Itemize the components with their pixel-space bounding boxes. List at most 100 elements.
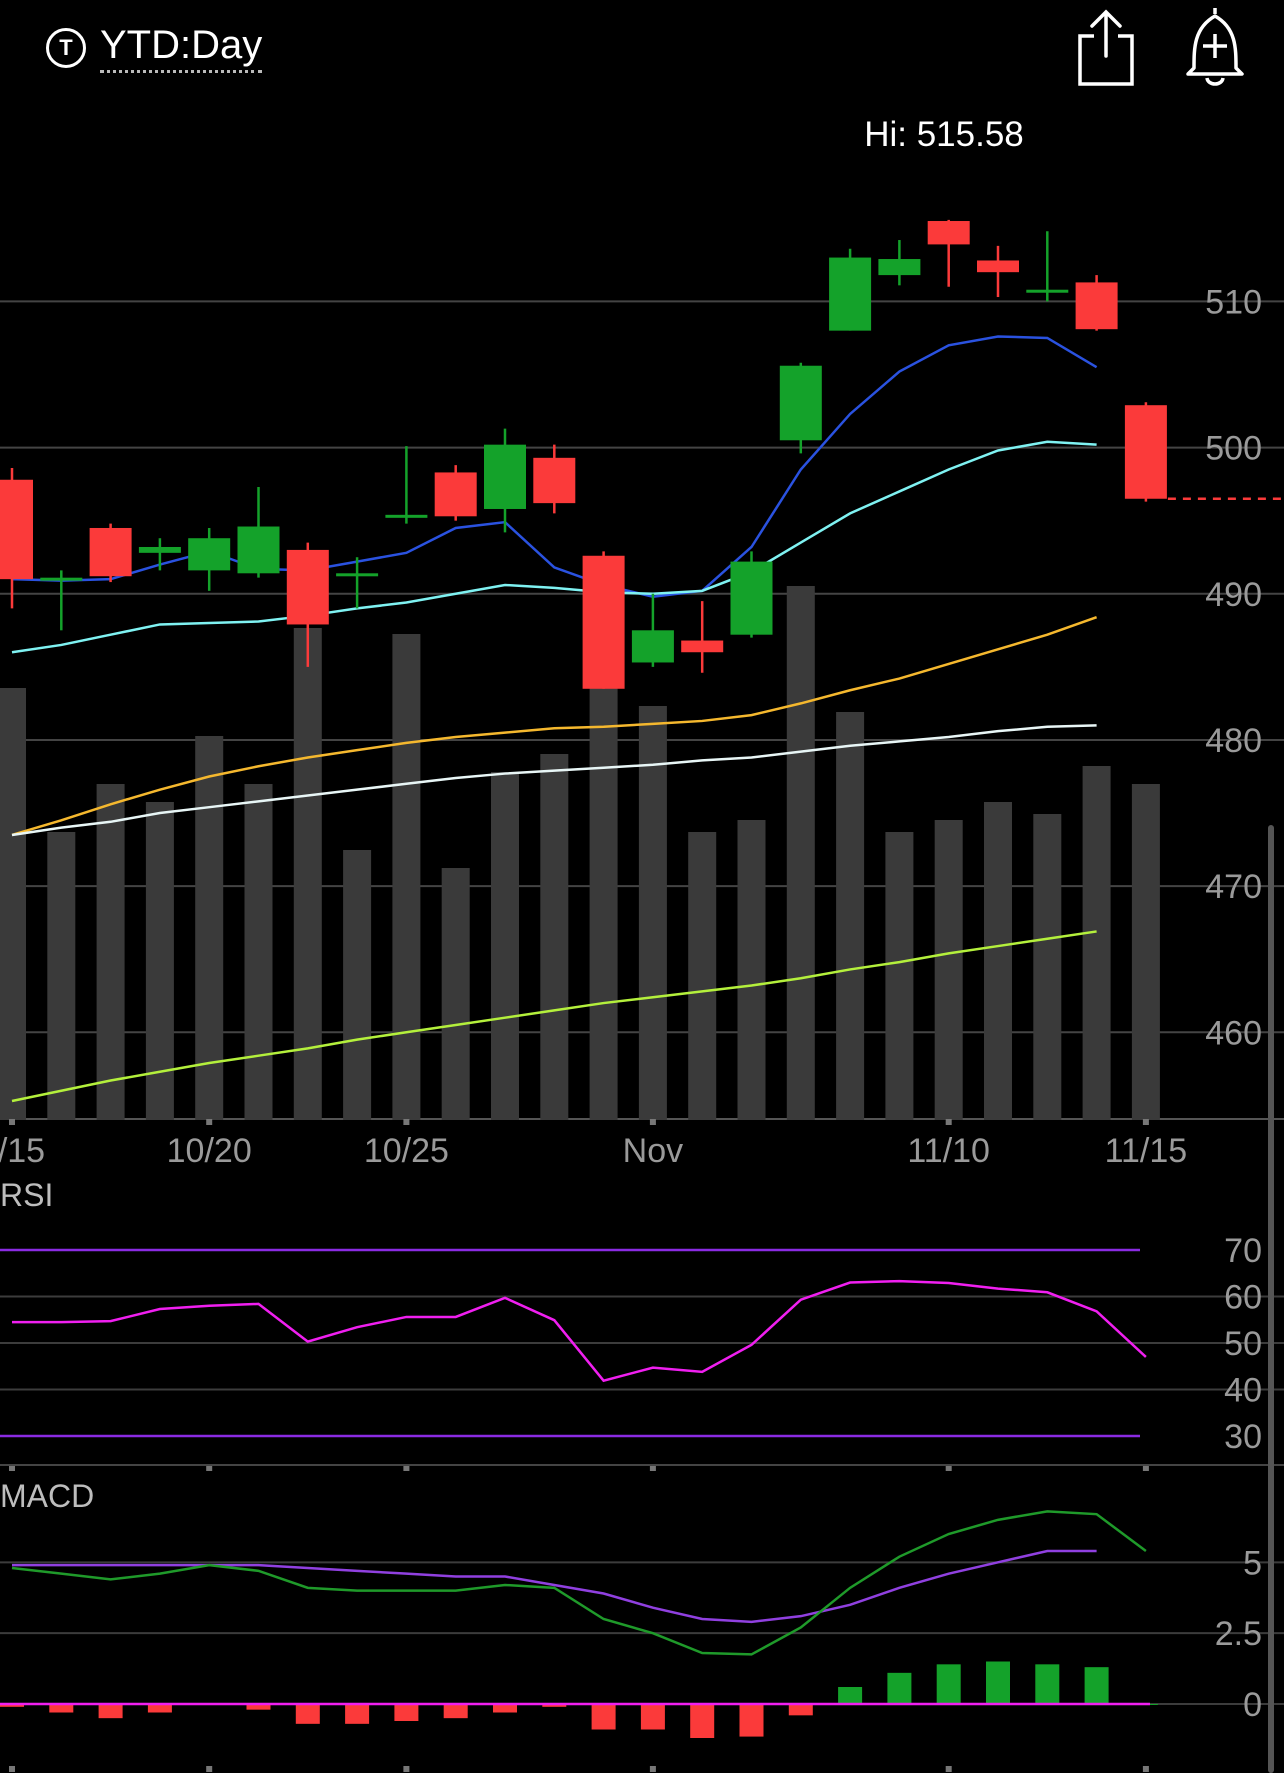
macd-histogram-bar xyxy=(936,1664,961,1704)
date-tick-mark xyxy=(9,1465,15,1471)
candle-body xyxy=(1026,289,1069,293)
candle-body xyxy=(681,640,724,653)
candle-body xyxy=(1075,282,1118,330)
volume-bar xyxy=(688,832,717,1120)
volume-bar xyxy=(96,784,125,1120)
date-tick-mark xyxy=(403,1766,410,1772)
volume-bar xyxy=(392,634,421,1120)
moving-average-line xyxy=(11,724,1097,837)
bell-plus-icon xyxy=(1186,8,1244,86)
date-tick-label: 10/25 xyxy=(364,1132,449,1170)
macd-histogram-bar xyxy=(493,1704,517,1713)
date-tick-mark xyxy=(945,1119,952,1125)
volume-bar xyxy=(195,736,224,1120)
rsi-tick-label: 40 xyxy=(1224,1372,1262,1410)
date-tick-mark xyxy=(403,1119,410,1125)
candle-body xyxy=(385,514,428,518)
macd-histogram-bar xyxy=(838,1687,863,1704)
candle-body xyxy=(434,472,477,517)
macd-signal-line xyxy=(12,1549,1097,1624)
candle-body xyxy=(0,479,33,580)
candle-body xyxy=(533,457,576,504)
share-button[interactable] xyxy=(1072,6,1140,86)
macd-histogram-bar xyxy=(147,1704,172,1713)
price-tick-label: 470 xyxy=(1205,868,1262,906)
price-tick-label: 460 xyxy=(1205,1014,1262,1052)
date-tick-label: 11/15 xyxy=(1105,1132,1188,1170)
date-tick-mark xyxy=(1142,1465,1149,1471)
moving-average-line xyxy=(11,440,1097,654)
macd-label: MACD xyxy=(0,1478,94,1514)
macd-histogram-bar xyxy=(49,1704,74,1713)
date-tick-label: 11/10 xyxy=(907,1132,990,1170)
macd-histogram-bar xyxy=(887,1672,912,1704)
date-tick-mark xyxy=(403,1465,410,1471)
volume-bar xyxy=(984,802,1012,1120)
volume-bar xyxy=(47,832,76,1120)
macd-histogram-bar xyxy=(394,1704,419,1721)
macd-histogram-bar xyxy=(542,1704,567,1707)
candle-body xyxy=(631,630,674,663)
date-tick-label: Nov xyxy=(623,1132,683,1170)
macd-histogram-bar xyxy=(246,1704,271,1710)
rsi-tick-label: 30 xyxy=(1224,1418,1262,1456)
macd-histogram-bar xyxy=(1035,1664,1060,1704)
macd-histogram-bar xyxy=(788,1704,813,1716)
macd-histogram-bar xyxy=(690,1704,715,1738)
candle-body xyxy=(40,577,83,581)
date-tick-mark xyxy=(1142,1119,1149,1125)
date-tick-mark xyxy=(945,1465,952,1471)
price-tick-label: 500 xyxy=(1205,430,1262,468)
volume-bar xyxy=(441,868,470,1120)
macd-histogram-bar xyxy=(1084,1667,1109,1704)
volume-bar xyxy=(638,706,667,1120)
macd-histogram-bar xyxy=(986,1661,1010,1704)
macd-tick-label: 2.5 xyxy=(1215,1615,1262,1653)
date-tick-mark xyxy=(1142,1766,1149,1772)
date-tick-label: 10/20 xyxy=(167,1132,252,1170)
macd-histogram-bar xyxy=(98,1704,123,1719)
volume-bar xyxy=(540,754,569,1120)
moving-average-line xyxy=(11,615,1098,837)
volume-bar xyxy=(885,832,914,1120)
rsi-tick-label: 60 xyxy=(1224,1278,1262,1316)
moving-average-line xyxy=(11,930,1097,1103)
range-selector-button[interactable]: T YTD:Day xyxy=(46,22,263,74)
price-tick-label: 510 xyxy=(1205,283,1262,321)
high-annotation: Hi: 515.58 xyxy=(864,115,1024,154)
scrollbar[interactable] xyxy=(1268,825,1274,1773)
candle-body xyxy=(138,546,181,553)
volume-bar xyxy=(0,688,26,1120)
price-tick-label: 480 xyxy=(1205,722,1262,760)
rsi-tick-label: 50 xyxy=(1224,1325,1262,1363)
candle-body xyxy=(89,527,132,577)
candle-body xyxy=(286,549,329,625)
volume-bar xyxy=(293,628,322,1120)
toolbar: T YTD:Day xyxy=(0,0,1284,96)
candle-body xyxy=(582,555,625,689)
volume-bar xyxy=(786,586,815,1120)
date-tick-label: 0/15 xyxy=(0,1132,45,1170)
volume-bar xyxy=(145,802,174,1120)
add-alert-button[interactable] xyxy=(1180,4,1250,88)
macd-tick-label: 5 xyxy=(1243,1544,1262,1582)
date-tick-mark xyxy=(945,1766,952,1772)
volume-bar xyxy=(244,784,273,1120)
volume-bar xyxy=(491,772,519,1120)
macd-histogram-bar xyxy=(345,1704,370,1724)
candle-body xyxy=(730,561,773,635)
date-tick-mark xyxy=(649,1119,656,1125)
candle-body xyxy=(829,257,872,331)
share-icon xyxy=(1078,9,1134,86)
candle-body xyxy=(237,526,280,574)
candle-body xyxy=(484,444,526,509)
candle-body xyxy=(977,260,1019,273)
date-tick-mark xyxy=(649,1465,656,1471)
price-tick-label: 490 xyxy=(1205,576,1262,614)
volume-bar xyxy=(343,850,372,1120)
volume-bar xyxy=(1082,766,1111,1120)
range-label: YTD:Day xyxy=(100,23,263,73)
candle-body xyxy=(1124,405,1167,499)
date-tick-mark xyxy=(206,1465,213,1471)
